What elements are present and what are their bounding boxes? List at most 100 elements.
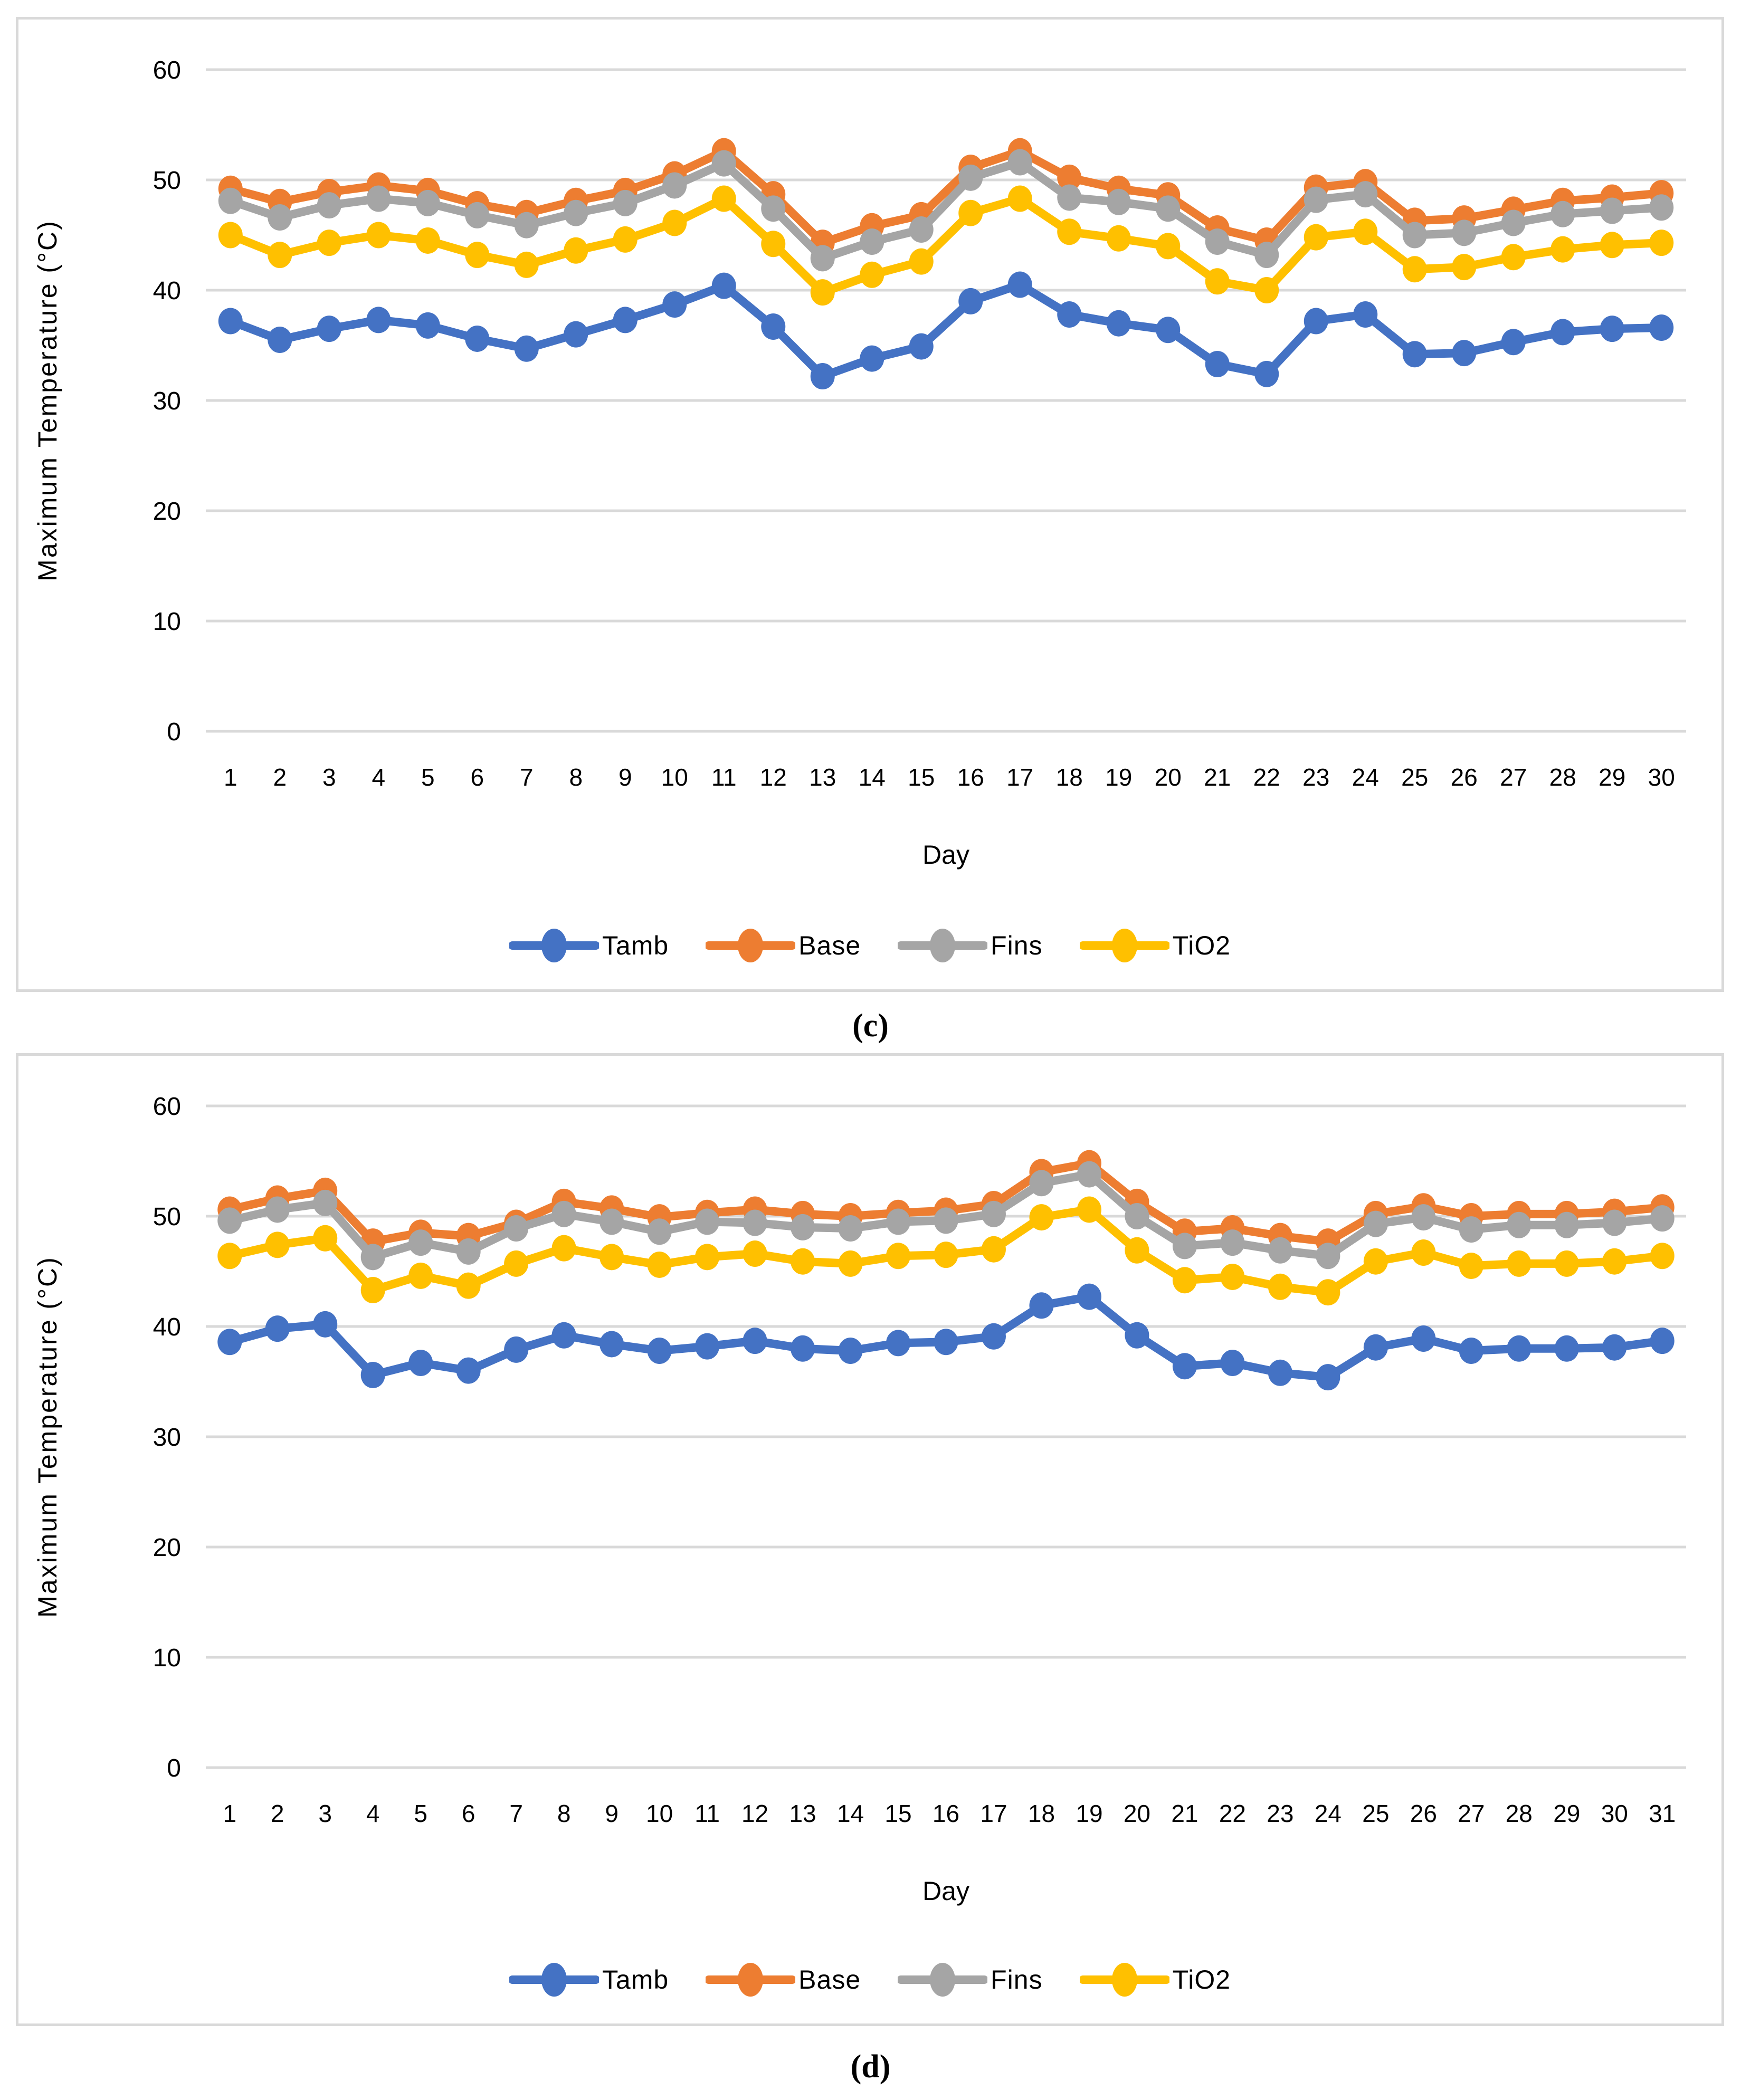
- x-tick-label: 15: [884, 1800, 911, 1827]
- data-point-fins-day12: [743, 1209, 767, 1236]
- x-tick-label: 21: [1204, 763, 1231, 791]
- data-point-fins-day6: [465, 202, 490, 228]
- data-point-fins-day25: [1402, 222, 1427, 249]
- x-tick-label: 9: [619, 763, 632, 791]
- data-point-fins-day30: [1602, 1209, 1627, 1236]
- data-point-tamb-day9: [613, 307, 638, 333]
- data-point-base-day18: [1057, 164, 1082, 191]
- data-point-tio2-day9: [600, 1244, 624, 1271]
- data-point-tamb-day31: [1650, 1328, 1675, 1354]
- data-point-tio2-day25: [1402, 256, 1427, 283]
- data-point-tamb-day23: [1304, 308, 1328, 335]
- x-tick-label: 8: [557, 1800, 571, 1827]
- x-tick-label: 5: [421, 763, 435, 791]
- y-tick-label: 0: [167, 718, 181, 746]
- legend-label: TiO2: [1172, 1965, 1231, 1994]
- data-point-fins-day20: [1156, 195, 1181, 222]
- y-tick-label: 50: [153, 167, 181, 195]
- data-point-tamb-day25: [1402, 341, 1427, 368]
- y-tick-label: 10: [153, 1644, 181, 1672]
- data-point-tamb-day4: [360, 1361, 385, 1388]
- data-point-fins-day15: [886, 1208, 911, 1235]
- data-point-tamb-day10: [662, 291, 687, 318]
- data-point-fins-day1: [217, 1207, 242, 1234]
- data-point-fins-day15: [909, 216, 934, 243]
- caption-c: (c): [852, 1008, 889, 1044]
- data-point-tamb-day8: [551, 1322, 576, 1349]
- data-point-tio2-day6: [456, 1272, 481, 1299]
- legend-label: Base: [798, 931, 861, 960]
- data-point-tio2-day22: [1220, 1263, 1245, 1290]
- x-tick-label: 21: [1171, 1800, 1198, 1827]
- data-point-tamb-day8: [564, 321, 588, 348]
- data-point-tamb-day22: [1220, 1349, 1245, 1376]
- data-point-tamb-day3: [313, 1311, 338, 1338]
- y-tick-label: 0: [167, 1754, 181, 1782]
- data-point-tamb-day14: [860, 345, 884, 372]
- series-points-fins: [217, 1161, 1675, 1271]
- legend-marker-tio2-icon: [1079, 1963, 1169, 1997]
- x-tick-label: 19: [1105, 763, 1132, 791]
- data-point-tio2-day29: [1600, 232, 1624, 259]
- data-point-fins-day26: [1411, 1204, 1436, 1231]
- series-points-tamb: [218, 271, 1674, 390]
- data-point-tio2-day1: [218, 222, 243, 249]
- data-point-tamb-day19: [1077, 1283, 1101, 1310]
- legend-marker-tamb-icon: [509, 929, 599, 962]
- data-point-tio2-day27: [1501, 244, 1526, 271]
- series-points-tio2: [218, 185, 1674, 306]
- data-point-tio2-day16: [958, 199, 983, 226]
- chart-c-legend: Tamb Base Fins TiO2: [18, 927, 1721, 964]
- data-point-tio2-day17: [1007, 185, 1032, 212]
- data-point-fins-day10: [662, 172, 687, 199]
- data-point-tio2-day15: [909, 248, 934, 275]
- data-point-tio2-day3: [317, 230, 341, 256]
- legend-marker-base-icon: [706, 929, 796, 962]
- y-tick-label: 60: [153, 56, 181, 84]
- x-tick-label: 6: [470, 763, 484, 791]
- x-tick-label: 3: [322, 763, 336, 791]
- x-tick-label: 3: [318, 1800, 332, 1827]
- data-point-tamb-day17: [1007, 271, 1032, 298]
- data-point-fins-day27: [1501, 209, 1526, 236]
- x-tick-label: 8: [569, 763, 583, 791]
- data-point-fins-day14: [860, 228, 884, 255]
- data-point-fins-day30: [1649, 194, 1674, 221]
- x-tick-label: 13: [789, 1800, 816, 1827]
- x-tick-label: 29: [1599, 763, 1625, 791]
- data-point-fins-day2: [265, 1196, 290, 1223]
- data-point-fins-day23: [1268, 1237, 1292, 1264]
- data-point-fins-day5: [415, 189, 440, 216]
- data-point-tio2-day15: [886, 1243, 911, 1269]
- series-line-tio2: [226, 194, 1666, 297]
- data-point-tio2-day12: [761, 231, 786, 257]
- y-tick-label: 50: [153, 1203, 181, 1231]
- data-point-fins-day13: [810, 245, 835, 272]
- x-tick-label: 27: [1500, 763, 1527, 791]
- data-point-tio2-day17: [981, 1236, 1006, 1263]
- x-tick-label: 10: [661, 763, 688, 791]
- data-point-tio2-day28: [1507, 1250, 1531, 1277]
- x-axis-title: Day: [922, 840, 969, 870]
- data-point-tamb-day1: [217, 1329, 242, 1356]
- data-point-fins-day21: [1172, 1233, 1197, 1259]
- data-point-tamb-day27: [1501, 329, 1526, 356]
- data-point-tio2-day26: [1411, 1239, 1436, 1266]
- chart-c-container: 60 50 40 30 20 10 0 1 2 3 4 5 6 7 8 9 10 11 12 13 14 15 16 17 18…: [16, 17, 1724, 992]
- x-tick-label: 5: [414, 1800, 427, 1827]
- data-point-tamb-day6: [456, 1357, 481, 1384]
- legend-label: Tamb: [602, 1965, 669, 1994]
- data-point-tamb-day23: [1268, 1359, 1292, 1386]
- legend-label: Tamb: [602, 931, 669, 960]
- data-point-fins-day22: [1254, 242, 1279, 269]
- data-point-fins-day28: [1507, 1211, 1531, 1238]
- data-point-tamb-day24: [1316, 1364, 1340, 1391]
- data-point-fins-day25: [1363, 1210, 1388, 1237]
- data-point-tio2-day3: [313, 1225, 338, 1252]
- x-tick-label: 26: [1451, 763, 1478, 791]
- data-point-tio2-day6: [465, 242, 490, 269]
- legend-item-fins: Fins: [898, 1961, 1042, 1998]
- data-point-fins-day18: [1029, 1170, 1054, 1197]
- data-point-tio2-day28: [1550, 236, 1575, 263]
